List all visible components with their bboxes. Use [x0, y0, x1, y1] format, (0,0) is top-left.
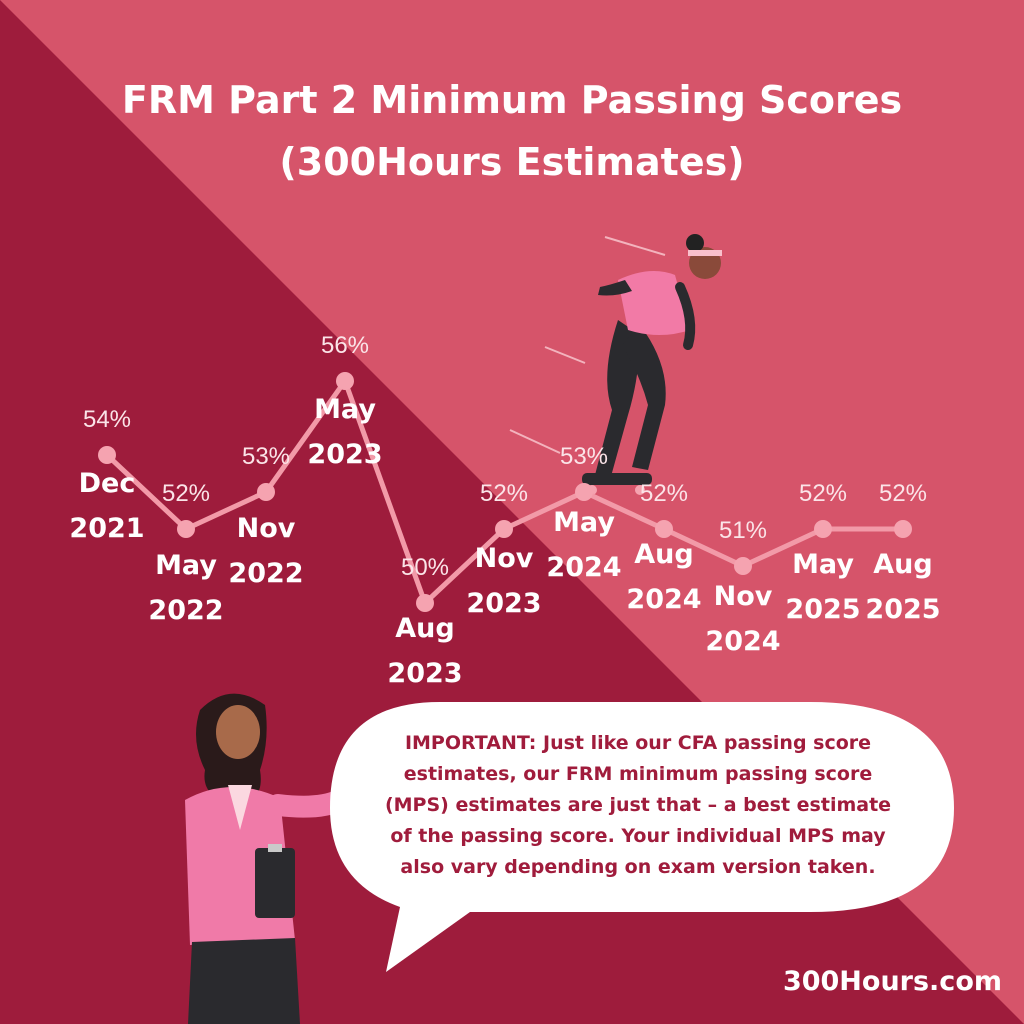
skater-illustration [509, 234, 722, 495]
speed-line [509, 429, 561, 454]
category-label: 2024 [705, 626, 780, 657]
category-labels: Dec 2021 May 2022 Nov 2022 May 2023 Aug 2023 Nov 20… [69, 394, 940, 689]
value-label: 54% [83, 406, 131, 433]
brand-footer: 300Hours.com [782, 966, 1002, 997]
value-label: 53% [560, 443, 608, 470]
category-label: Aug [395, 613, 454, 644]
value-labels: 54% 52% 53% 56% 50% 52% 53% 52% 51% 52% 52% [83, 332, 927, 581]
category-label: Dec [79, 468, 136, 499]
category-label: 2025 [785, 594, 860, 625]
data-point [894, 520, 912, 538]
data-point [814, 520, 832, 538]
clipboard [255, 848, 295, 918]
category-label: 2023 [387, 658, 462, 689]
skater-arm [598, 280, 632, 296]
category-label: Nov [237, 513, 296, 544]
presenter-face [216, 705, 260, 759]
category-label: Aug [634, 539, 693, 570]
speed-line [544, 346, 586, 364]
data-point [98, 446, 116, 464]
data-point [336, 372, 354, 390]
data-point [655, 520, 673, 538]
value-label: 51% [719, 517, 767, 544]
callout-bubble [330, 702, 954, 972]
skater-hair-bun [686, 234, 704, 252]
value-label: 56% [321, 332, 369, 359]
data-point [177, 520, 195, 538]
data-point [734, 557, 752, 575]
value-label: 52% [879, 480, 927, 507]
category-label: 2025 [865, 594, 940, 625]
skater-shirt [618, 271, 690, 335]
clipboard-clip [268, 844, 282, 852]
value-label: 52% [640, 480, 688, 507]
chart-title-line2: (300Hours Estimates) [279, 140, 745, 184]
category-label: 2022 [148, 595, 223, 626]
value-label: 52% [799, 480, 847, 507]
category-label: May [155, 550, 217, 581]
category-label: May [792, 549, 854, 580]
category-label: 2023 [307, 439, 382, 470]
category-label: Aug [873, 549, 932, 580]
callout-text: IMPORTANT: Just like our CFA passing sco… [384, 732, 892, 878]
category-label: 2024 [626, 584, 701, 615]
value-label: 53% [242, 443, 290, 470]
skater-headband [688, 250, 722, 256]
series-markers [98, 372, 912, 612]
data-point [257, 483, 275, 501]
category-label: 2024 [546, 552, 621, 583]
category-label: 2021 [69, 513, 144, 544]
value-label: 52% [480, 480, 528, 507]
skater-leg [595, 320, 640, 480]
data-point [575, 483, 593, 501]
category-label: Nov [475, 543, 534, 574]
category-label: 2023 [466, 588, 541, 619]
value-label: 52% [162, 480, 210, 507]
skate-wheel [635, 485, 645, 495]
category-label: 2022 [228, 558, 303, 589]
category-label: Nov [714, 581, 773, 612]
skater-leg [622, 325, 666, 470]
category-label: May [553, 507, 615, 538]
value-label: 50% [401, 554, 449, 581]
category-label: May [314, 394, 376, 425]
speed-line [604, 236, 666, 256]
skate-board [582, 473, 652, 485]
skater-arm [675, 282, 696, 350]
presenter-shirt [228, 785, 252, 830]
presenter-skirt [188, 938, 300, 1024]
data-point [416, 594, 434, 612]
chart-title-line1: FRM Part 2 Minimum Passing Scores [121, 78, 903, 122]
callout-shape [330, 702, 954, 972]
data-point [495, 520, 513, 538]
